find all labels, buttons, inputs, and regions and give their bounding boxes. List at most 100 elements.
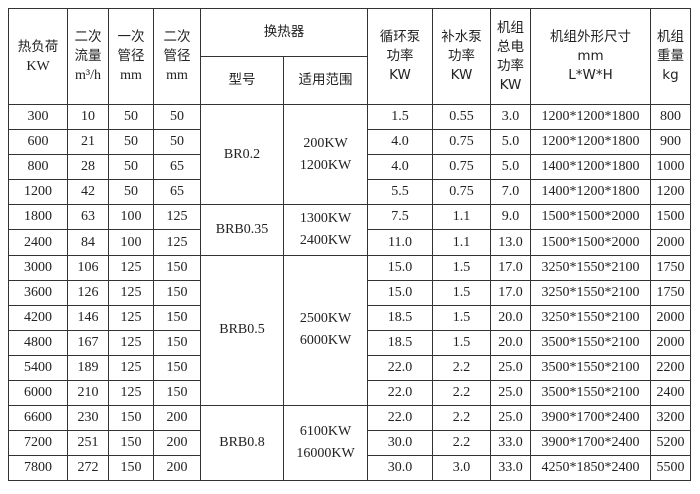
cell-dimensions: 1400*1200*1800 xyxy=(530,154,651,181)
cell-primary-pipe: 150 xyxy=(108,405,154,432)
cell-secondary-pipe: 200 xyxy=(153,430,201,457)
cell-weight: 2000 xyxy=(650,304,691,331)
cell-primary-pipe: 50 xyxy=(108,154,154,181)
cell-primary-pipe: 50 xyxy=(108,129,154,156)
cell-total-power: 20.0 xyxy=(490,304,531,331)
cell-circ-pump: 30.0 xyxy=(367,455,433,482)
cell-secondary-pipe: 150 xyxy=(153,380,201,407)
cell-makeup-pump: 0.75 xyxy=(432,129,491,156)
cell-total-power: 20.0 xyxy=(490,329,531,356)
cell-secondary-flow: 210 xyxy=(67,380,109,407)
header-total-power: 机组 总电 功率 KW xyxy=(490,8,531,105)
cell-secondary-flow: 42 xyxy=(67,179,109,206)
cell-primary-pipe: 150 xyxy=(108,430,154,457)
cell-total-power: 25.0 xyxy=(490,405,531,432)
cell-secondary-pipe: 150 xyxy=(153,304,201,331)
cell-primary-pipe: 100 xyxy=(108,204,154,231)
cell-range: 6100KW 16000KW xyxy=(283,405,368,482)
cell-secondary-pipe: 125 xyxy=(153,229,201,256)
cell-secondary-pipe: 150 xyxy=(153,329,201,356)
cell-primary-pipe: 125 xyxy=(108,329,154,356)
table-row: 7800 272 150 200 30.0 3.0 33.0 4250*1850*2400 55… xyxy=(8,455,691,482)
cell-model: BRB0.5 xyxy=(200,254,284,407)
cell-dimensions: 3900*1700*2400 xyxy=(530,405,651,432)
cell-total-power: 7.0 xyxy=(490,179,531,206)
cell-total-power: 17.0 xyxy=(490,279,531,306)
cell-secondary-flow: 63 xyxy=(67,204,109,231)
cell-secondary-flow: 126 xyxy=(67,279,109,306)
cell-heat-load: 6600 xyxy=(8,405,68,432)
cell-makeup-pump: 2.2 xyxy=(432,405,491,432)
cell-primary-pipe: 125 xyxy=(108,279,154,306)
cell-makeup-pump: 0.75 xyxy=(432,179,491,206)
cell-primary-pipe: 125 xyxy=(108,254,154,281)
cell-total-power: 9.0 xyxy=(490,204,531,231)
header-dimensions: 机组外形尺寸 mm L*W*H xyxy=(530,8,651,105)
cell-secondary-pipe: 65 xyxy=(153,154,201,181)
cell-makeup-pump: 1.5 xyxy=(432,329,491,356)
cell-range: 200KW 1200KW xyxy=(283,103,368,206)
cell-weight: 3200 xyxy=(650,405,691,432)
table-row: 3000 106 125 150 BRB0.5 2500KW 6000KW 15.0 1.5 17… xyxy=(8,254,691,407)
cell-dimensions: 3250*1550*2100 xyxy=(530,304,651,331)
cell-heat-load: 5400 xyxy=(8,354,68,382)
range-min: 200KW xyxy=(303,135,348,151)
cell-dimensions: 1400*1200*1800 xyxy=(530,179,651,206)
table-row: 600 21 50 50 4.0 0.75 5.0 1200*1200*1800 900 xyxy=(8,129,691,156)
cell-primary-pipe: 50 xyxy=(108,103,154,131)
cell-secondary-pipe: 50 xyxy=(153,129,201,156)
cell-weight: 1200 xyxy=(650,179,691,206)
cell-secondary-flow: 84 xyxy=(67,229,109,256)
cell-total-power: 25.0 xyxy=(490,354,531,382)
cell-dimensions: 3250*1550*2100 xyxy=(530,254,651,281)
table-row: 6600 230 150 200 BRB0.8 6100KW 16000KW 22.0 2.2 2… xyxy=(8,405,691,482)
cell-weight: 1750 xyxy=(650,279,691,306)
cell-secondary-pipe: 150 xyxy=(153,279,201,306)
cell-range: 1300KW 2400KW xyxy=(283,204,368,256)
cell-model: BRB0.8 xyxy=(200,405,284,482)
cell-makeup-pump: 3.0 xyxy=(432,455,491,482)
cell-secondary-flow: 10 xyxy=(67,103,109,131)
range-max: 1200KW xyxy=(299,157,352,173)
range-min: 1300KW xyxy=(299,210,352,226)
cell-secondary-flow: 272 xyxy=(67,455,109,482)
cell-primary-pipe: 150 xyxy=(108,455,154,482)
header-primary-pipe: 一次 管径 mm xyxy=(108,8,154,105)
header-range: 适用范围 xyxy=(283,56,368,105)
table-row: 300 10 50 50 BR0.2 200KW 1200KW 1.5 0.55 3.0 1200*… xyxy=(8,103,691,206)
cell-primary-pipe: 125 xyxy=(108,380,154,407)
cell-makeup-pump: 0.75 xyxy=(432,154,491,181)
cell-dimensions: 3900*1700*2400 xyxy=(530,430,651,457)
cell-dimensions: 1200*1200*1800 xyxy=(530,103,651,131)
cell-total-power: 5.0 xyxy=(490,129,531,156)
cell-secondary-flow: 251 xyxy=(67,430,109,457)
cell-circ-pump: 30.0 xyxy=(367,430,433,457)
cell-total-power: 33.0 xyxy=(490,430,531,457)
cell-makeup-pump: 1.1 xyxy=(432,204,491,231)
table-row: 1800 63 100 125 BRB0.35 1300KW 2400KW 7.5 1.1 9.0… xyxy=(8,204,691,256)
cell-makeup-pump: 2.2 xyxy=(432,380,491,407)
table-body: 300 10 50 50 BR0.2 200KW 1200KW 1.5 0.55 3.0 1200*… xyxy=(8,103,691,482)
range-min: 2500KW xyxy=(299,311,352,327)
cell-dimensions: 1500*1500*2000 xyxy=(530,204,651,231)
cell-dimensions: 3500*1550*2100 xyxy=(530,380,651,407)
header-model: 型号 xyxy=(200,56,284,105)
cell-circ-pump: 4.0 xyxy=(367,129,433,156)
cell-total-power: 13.0 xyxy=(490,229,531,256)
cell-circ-pump: 4.0 xyxy=(367,154,433,181)
cell-circ-pump: 18.5 xyxy=(367,329,433,356)
cell-circ-pump: 7.5 xyxy=(367,204,433,231)
cell-weight: 900 xyxy=(650,129,691,156)
cell-secondary-pipe: 125 xyxy=(153,204,201,231)
cell-total-power: 3.0 xyxy=(490,103,531,131)
cell-makeup-pump: 2.2 xyxy=(432,430,491,457)
cell-total-power: 25.0 xyxy=(490,380,531,407)
header-secondary-flow: 二次 流量 m³/h xyxy=(67,8,109,105)
cell-makeup-pump: 1.5 xyxy=(432,304,491,331)
table-row: 800 28 50 65 4.0 0.75 5.0 1400*1200*1800 1000 xyxy=(8,154,691,181)
cell-makeup-pump: 1.5 xyxy=(432,279,491,306)
cell-weight: 5200 xyxy=(650,430,691,457)
cell-secondary-pipe: 200 xyxy=(153,405,201,432)
cell-secondary-flow: 189 xyxy=(67,354,109,382)
cell-secondary-flow: 28 xyxy=(67,154,109,181)
